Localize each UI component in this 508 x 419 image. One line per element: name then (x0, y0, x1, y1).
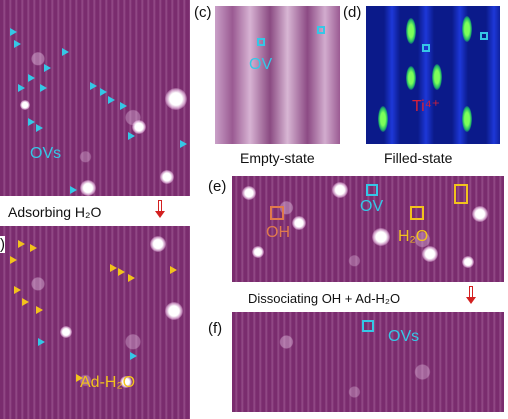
ov-box (362, 320, 374, 332)
panel-label-c: (c) (194, 4, 212, 21)
ov-marker (36, 124, 43, 132)
ovs-label-f: OVs (388, 328, 420, 345)
ov-box (366, 184, 378, 196)
bright-feature (406, 66, 416, 90)
ad-h2o-marker (76, 374, 83, 382)
dissociating-caption: Dissociating OH + Ad-H₂O (248, 291, 401, 306)
bright-feature (165, 302, 183, 320)
down-arrow-icon (466, 286, 476, 306)
bright-feature (406, 18, 416, 44)
oh-box (270, 206, 284, 220)
ov-marker (38, 338, 45, 346)
ov-marker (108, 96, 115, 104)
panel-label-e: (e) (208, 178, 227, 195)
bright-feature (432, 64, 442, 90)
h2o-box (454, 184, 468, 204)
ov-marker (10, 28, 17, 36)
bright-feature (132, 120, 146, 134)
stm-image-b: Ad-H₂O (0, 226, 190, 419)
bright-feature (378, 106, 388, 132)
bright-feature (242, 186, 256, 200)
ovs-label-a: OVs (30, 145, 62, 162)
ad-h2o-marker (170, 266, 177, 274)
bright-feature (422, 246, 438, 262)
ov-marker (44, 64, 51, 72)
ov-marker (70, 186, 77, 194)
bright-feature (332, 182, 348, 198)
bright-feature (462, 256, 474, 268)
h2o-label-e: H₂O (398, 228, 429, 245)
ti-label-d: Ti⁴⁺ (412, 98, 441, 115)
panel-label-d: (d) (343, 4, 362, 21)
bright-feature (252, 246, 264, 258)
ad-h2o-label-b: Ad-H₂O (80, 374, 136, 391)
stm-image-d: Ti⁴⁺ (366, 6, 500, 144)
ad-h2o-marker (30, 244, 37, 252)
ov-label-e: OV (360, 198, 384, 215)
h2o-box (410, 206, 424, 220)
bright-feature (20, 100, 30, 110)
ad-h2o-marker (36, 306, 43, 314)
ov-marker (28, 74, 35, 82)
ov-box (257, 38, 265, 46)
empty-state-caption: Empty-state (240, 150, 315, 166)
ad-h2o-marker (118, 268, 125, 276)
down-arrow-icon (155, 200, 165, 220)
ov-marker (180, 140, 187, 148)
ov-marker (14, 40, 21, 48)
stm-image-e: OH OV H₂O (232, 176, 504, 282)
ad-h2o-marker (22, 298, 29, 306)
ad-h2o-marker (18, 240, 25, 248)
bright-feature (150, 236, 166, 252)
ov-box (480, 32, 488, 40)
oh-label-e: OH (266, 224, 290, 241)
stm-image-c: OV (215, 6, 340, 144)
bright-feature (462, 106, 472, 132)
bright-feature (120, 376, 132, 388)
bright-feature (80, 180, 96, 196)
filled-state-caption: Filled-state (384, 150, 453, 166)
ov-box (317, 26, 325, 34)
ad-h2o-marker (110, 264, 117, 272)
ov-marker (128, 132, 135, 140)
ad-h2o-marker (10, 256, 17, 264)
ad-h2o-marker (128, 274, 135, 282)
ov-marker (28, 118, 35, 126)
panel-label-b-partial: ) (0, 236, 5, 253)
bright-feature (472, 206, 488, 222)
adsorbing-caption: Adsorbing H₂O (8, 204, 102, 220)
ov-marker (100, 88, 107, 96)
ov-marker (40, 84, 47, 92)
ad-h2o-marker (14, 286, 21, 294)
ov-marker (18, 84, 25, 92)
ov-box (422, 44, 430, 52)
ov-marker (90, 82, 97, 90)
ov-marker (120, 102, 127, 110)
bright-feature (372, 228, 390, 246)
ov-marker (62, 48, 69, 56)
ov-marker (130, 352, 137, 360)
stm-image-a: OVs (0, 0, 190, 196)
ov-label-c: OV (249, 56, 273, 73)
panel-label-f: (f) (208, 320, 223, 337)
stm-image-f: OVs (232, 312, 504, 412)
bright-feature (462, 16, 472, 42)
bright-feature (60, 326, 72, 338)
bright-feature (292, 216, 306, 230)
bright-feature (165, 88, 187, 110)
bright-feature (160, 170, 174, 184)
